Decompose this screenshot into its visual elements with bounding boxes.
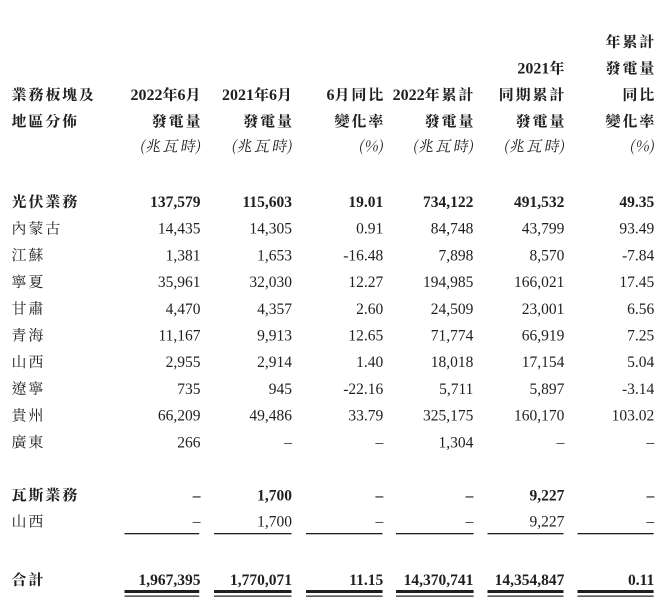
svg-text:84,748: 84,748 — [431, 221, 474, 238]
svg-text:194,985: 194,985 — [423, 274, 474, 291]
svg-text:66,919: 66,919 — [522, 328, 565, 345]
svg-text:-22.16: -22.16 — [343, 381, 383, 398]
svg-text:35,961: 35,961 — [158, 274, 201, 291]
svg-text:–: – — [375, 434, 384, 451]
svg-text:7.25: 7.25 — [627, 328, 654, 345]
svg-text:4,470: 4,470 — [166, 301, 201, 318]
svg-text:11,167: 11,167 — [158, 328, 200, 345]
svg-text:–: – — [465, 487, 474, 504]
svg-text:-16.48: -16.48 — [343, 247, 383, 264]
svg-text:6: 6 — [327, 87, 335, 104]
svg-text:9,913: 9,913 — [257, 328, 292, 345]
svg-text:325,175: 325,175 — [423, 408, 474, 425]
svg-text:1,381: 1,381 — [166, 247, 201, 264]
svg-text:1,304: 1,304 — [439, 434, 474, 451]
svg-text:23,001: 23,001 — [522, 301, 565, 318]
svg-text:14,435: 14,435 — [158, 221, 201, 238]
svg-text:6: 6 — [269, 87, 277, 104]
svg-text:160,170: 160,170 — [514, 408, 565, 425]
svg-text:2021: 2021 — [222, 87, 254, 104]
svg-text:24,509: 24,509 — [431, 301, 474, 318]
svg-text:14,370,741: 14,370,741 — [404, 572, 474, 589]
svg-text:71,774: 71,774 — [431, 328, 474, 345]
svg-text:2,914: 2,914 — [257, 354, 292, 371]
svg-text:137,579: 137,579 — [150, 194, 201, 211]
svg-text:1.40: 1.40 — [356, 354, 383, 371]
svg-text:1,700: 1,700 — [257, 487, 292, 504]
svg-text:9,227: 9,227 — [530, 487, 565, 504]
svg-text:12.65: 12.65 — [348, 328, 383, 345]
svg-text:–: – — [283, 434, 292, 451]
svg-text:1,700: 1,700 — [257, 514, 292, 531]
svg-text:5.04: 5.04 — [627, 354, 654, 371]
svg-text:17.45: 17.45 — [619, 274, 654, 291]
svg-text:–: – — [646, 434, 655, 451]
svg-text:6: 6 — [178, 87, 186, 104]
svg-text:–: – — [375, 487, 384, 504]
svg-text:8,570: 8,570 — [530, 247, 565, 264]
svg-text:17,154: 17,154 — [522, 354, 565, 371]
svg-text:–: – — [646, 487, 655, 504]
svg-text:2,955: 2,955 — [166, 354, 201, 371]
svg-text:1,770,071: 1,770,071 — [230, 572, 292, 589]
svg-text:2.60: 2.60 — [356, 301, 383, 318]
svg-text:93.49: 93.49 — [619, 221, 654, 238]
svg-text:5,711: 5,711 — [439, 381, 473, 398]
svg-text:735: 735 — [177, 381, 201, 398]
svg-text:115,603: 115,603 — [242, 194, 292, 211]
svg-text:12.27: 12.27 — [348, 274, 383, 291]
svg-text:7,898: 7,898 — [439, 247, 474, 264]
svg-text:–: – — [646, 514, 655, 531]
svg-text:0.91: 0.91 — [356, 221, 383, 238]
svg-text:1,653: 1,653 — [257, 247, 292, 264]
svg-text:11.15: 11.15 — [349, 572, 383, 589]
svg-text:0.11: 0.11 — [628, 572, 654, 589]
svg-text:–: – — [192, 514, 201, 531]
svg-text:-3.14: -3.14 — [622, 381, 655, 398]
svg-text:166,021: 166,021 — [514, 274, 564, 291]
svg-text:1,967,395: 1,967,395 — [139, 572, 201, 589]
svg-text:14,305: 14,305 — [249, 221, 292, 238]
svg-text:945: 945 — [269, 381, 293, 398]
svg-text:2022: 2022 — [131, 87, 163, 104]
svg-text:-7.84: -7.84 — [622, 247, 655, 264]
svg-text:43,799: 43,799 — [522, 221, 565, 238]
svg-text:14,354,847: 14,354,847 — [495, 572, 565, 589]
svg-text:5,897: 5,897 — [530, 381, 565, 398]
svg-text:66,209: 66,209 — [158, 408, 201, 425]
svg-text:–: – — [556, 434, 565, 451]
svg-text:–: – — [375, 514, 384, 531]
svg-text:6.56: 6.56 — [627, 301, 654, 318]
svg-text:103.02: 103.02 — [612, 408, 655, 425]
svg-text:49.35: 49.35 — [619, 194, 654, 211]
svg-text:9,227: 9,227 — [530, 514, 565, 531]
svg-text:19.01: 19.01 — [348, 194, 383, 211]
svg-text:18,018: 18,018 — [431, 354, 474, 371]
svg-text:33.79: 33.79 — [348, 408, 383, 425]
svg-text:32,030: 32,030 — [249, 274, 292, 291]
svg-text:–: – — [465, 514, 474, 531]
svg-text:491,532: 491,532 — [514, 194, 565, 211]
svg-text:2021: 2021 — [517, 61, 549, 78]
svg-text:49,486: 49,486 — [249, 408, 292, 425]
svg-text:2022: 2022 — [393, 87, 425, 104]
svg-text:266: 266 — [177, 434, 201, 451]
svg-text:734,122: 734,122 — [423, 194, 474, 211]
svg-text:4,357: 4,357 — [257, 301, 292, 318]
svg-text:–: – — [192, 487, 201, 504]
